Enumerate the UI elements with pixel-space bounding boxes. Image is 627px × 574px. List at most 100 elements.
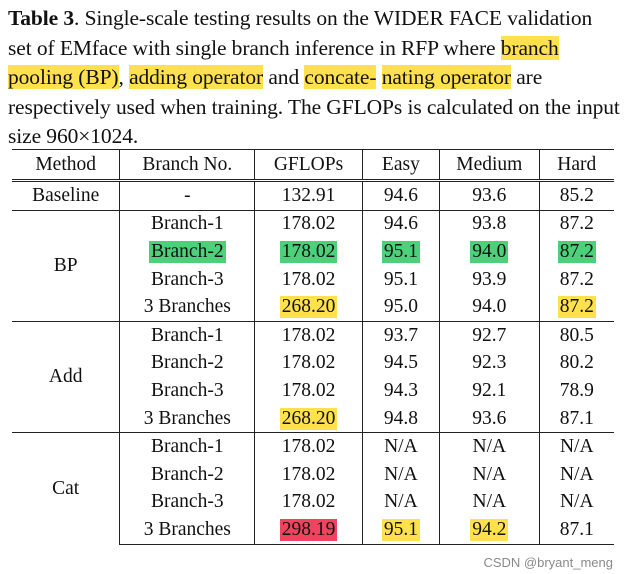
highlight-yellow: 268.20 [279, 407, 338, 430]
hard-cell: 87.2 [539, 238, 614, 266]
hard-cell: N/A [559, 463, 594, 485]
branch-cell: Branch-1 [119, 320, 256, 350]
table-row: BP Branch-1 178.02 94.6 93.8 87.2 [12, 209, 614, 322]
medium-cell: 92.7 [439, 320, 540, 350]
branch-cell: Branch-3 [119, 488, 256, 517]
gflops-cell: 178.02 [254, 238, 363, 266]
table-row: Branch-2 178.02 95.1 94.0 87.2 [12, 238, 614, 266]
medium-cell: 93.6 [439, 180, 540, 211]
header-easy: Easy [362, 149, 441, 182]
table-row: Branch-3 178.02 95.1 93.9 87.2 [12, 265, 614, 294]
branch-cell: 3 Branches [119, 516, 256, 545]
highlight-yellow: 95.1 [381, 518, 420, 541]
table-row: Cat Branch-1 178.02 N/A N/A N/A [12, 432, 614, 545]
medium-cell: 93.8 [439, 209, 540, 239]
branch-cell: Branch-1 [119, 209, 256, 239]
hard-cell: N/A [559, 491, 594, 513]
highlight-green: 178.02 [279, 240, 338, 263]
gflops-cell: 178.02 [254, 377, 363, 405]
hard-cell: 85.2 [559, 184, 594, 206]
medium-cell: 92.1 [439, 377, 540, 405]
easy-cell: 95.1 [362, 238, 441, 266]
table-caption: Table 3. Single-scale testing results on… [8, 4, 620, 152]
gflops-cell: 132.91 [254, 180, 363, 211]
highlight-adding-operator: adding operator [129, 65, 264, 89]
highlight-concatenating-operator-a: concate- [304, 65, 377, 89]
highlight-green: Branch-2 [149, 240, 226, 263]
watermark: CSDN @bryant_meng [483, 555, 613, 570]
highlight-green: 87.2 [557, 240, 596, 263]
results-table: Method Branch No. GFLOPs Easy Medium Har… [12, 149, 614, 545]
table-row: 3 Branches 298.19 95.1 94.2 87.1 [12, 516, 614, 545]
branch-cell: Branch-3 [119, 265, 256, 294]
gflops-cell: 268.20 [254, 293, 363, 322]
method-cell: Baseline [12, 180, 121, 211]
easy-cell: 93.7 [362, 320, 441, 350]
highlight-yellow: 87.2 [557, 296, 596, 319]
branch-cell: 3 Branches [119, 293, 256, 322]
easy-cell: 95.1 [362, 516, 441, 545]
table-row: Branch-2 178.02 94.5 92.3 80.2 [12, 349, 614, 378]
medium-cell: N/A [439, 432, 540, 461]
easy-cell: 94.5 [362, 349, 441, 378]
table-row: 3 Branches 268.20 94.8 93.6 87.1 [12, 404, 614, 433]
caption-text: . Single-scale testing results on the WI… [8, 6, 593, 60]
header-gflops: GFLOPs [254, 149, 363, 182]
highlight-green: 95.1 [381, 240, 420, 263]
method-cell-bp: BP [12, 209, 121, 322]
header-row: Method Branch No. GFLOPs Easy Medium Har… [12, 149, 614, 182]
easy-cell: 94.6 [362, 180, 441, 211]
medium-cell: 94.2 [439, 516, 540, 545]
gflops-cell: 178.02 [254, 488, 363, 517]
gflops-cell: 178.02 [254, 265, 363, 294]
branch-cell: - [119, 180, 256, 211]
table-row-baseline: Baseline - 132.91 94.6 93.6 85.2 [12, 180, 614, 211]
caption-text: , [118, 65, 130, 89]
gflops-cell: 178.02 [254, 460, 363, 489]
hard-cell: 80.5 [539, 320, 614, 350]
branch-cell: 3 Branches [119, 404, 256, 433]
caption-text: and [263, 65, 305, 89]
table-row: Branch-3 178.02 N/A N/A N/A [12, 488, 614, 517]
gflops-cell: 298.19 [254, 516, 363, 545]
table-row: Add Branch-1 178.02 93.7 92.7 80.5 [12, 320, 614, 433]
highlight-green: 94.0 [470, 240, 509, 263]
medium-cell: N/A [439, 460, 540, 489]
branch-cell: Branch-2 [119, 349, 256, 378]
medium-cell: 93.9 [439, 265, 540, 294]
highlight-yellow: 268.20 [279, 296, 338, 319]
gflops-cell: 178.02 [254, 209, 363, 239]
header-branch: Branch No. [119, 149, 256, 182]
table-row: Branch-3 178.02 94.3 92.1 78.9 [12, 377, 614, 405]
hard-cell: N/A [539, 432, 614, 461]
easy-cell: N/A [362, 460, 441, 489]
hard-cell: 87.1 [539, 516, 614, 545]
easy-cell: 95.0 [362, 293, 441, 322]
medium-cell: N/A [439, 488, 540, 517]
gflops-cell: 178.02 [254, 320, 363, 350]
gflops-cell: 268.20 [254, 404, 363, 433]
easy-cell: 94.3 [362, 377, 441, 405]
easy-cell: 94.8 [362, 404, 441, 433]
highlight-red: 298.19 [279, 518, 338, 541]
method-cell-add: Add [12, 320, 121, 433]
gflops-cell: 178.02 [254, 349, 363, 378]
caption-text: are respectively used when training. The… [8, 65, 620, 148]
gflops-cell: 178.02 [254, 432, 363, 461]
easy-cell: N/A [362, 488, 441, 517]
table-row: Branch-2 178.02 N/A N/A N/A [12, 460, 614, 489]
method-cell-cat: Cat [12, 432, 121, 545]
hard-cell: 80.2 [559, 352, 594, 374]
header-hard: Hard [539, 149, 614, 182]
easy-cell: 94.6 [362, 209, 441, 239]
hard-cell: 78.9 [559, 379, 594, 401]
branch-cell: Branch-3 [119, 377, 256, 405]
medium-cell: 94.0 [439, 238, 540, 266]
header-medium: Medium [439, 149, 540, 182]
branch-cell: Branch-1 [119, 432, 256, 461]
hard-cell: 87.2 [539, 209, 614, 239]
highlight-concatenating-operator-b: nating operator [381, 65, 511, 89]
hard-cell: 87.2 [539, 293, 614, 321]
header-method: Method [12, 149, 121, 182]
easy-cell: N/A [362, 432, 441, 461]
